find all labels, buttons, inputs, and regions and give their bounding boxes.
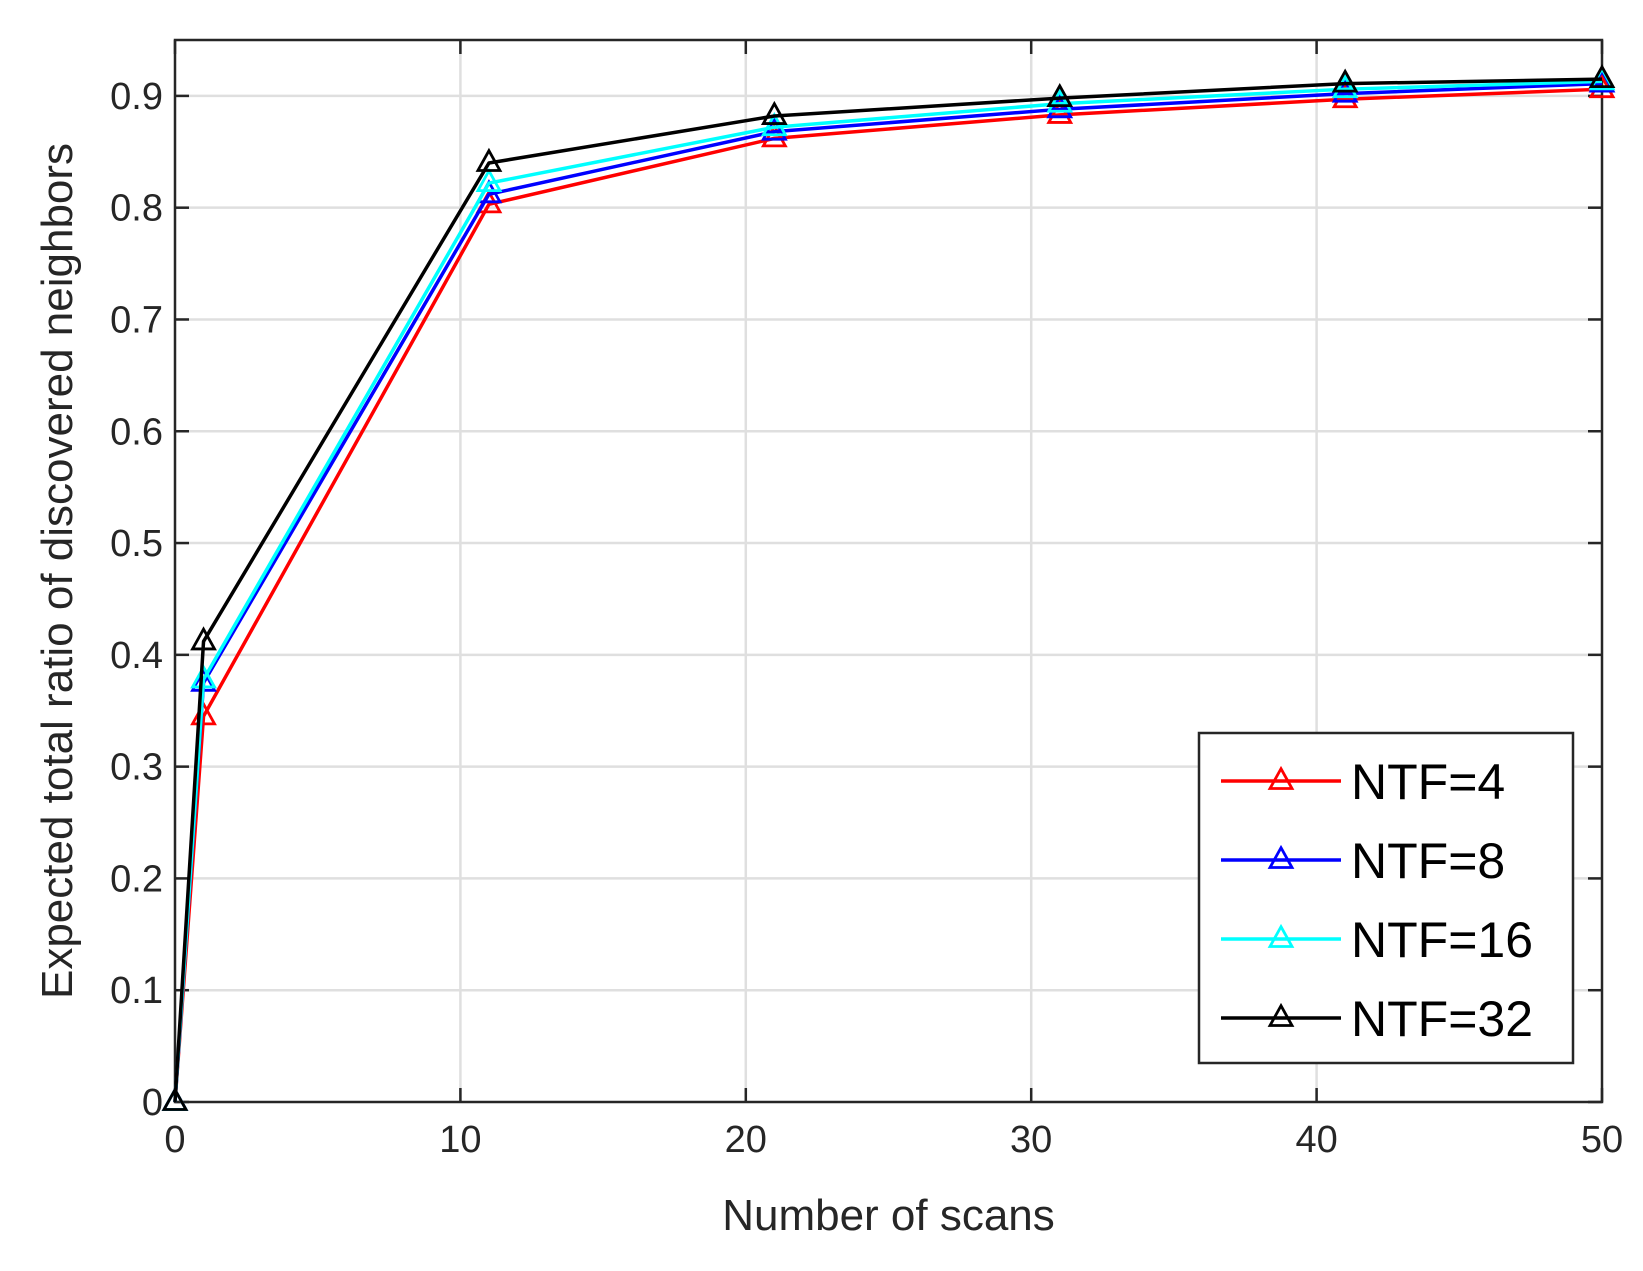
y-tick-label: 0.9 [110,76,163,118]
x-tick-label: 50 [1581,1119,1623,1161]
legend-entry: NTF=8 [1221,833,1505,889]
legend: NTF=4 NTF=8 NTF=16 NTF=32 [1197,731,1575,1065]
data-point-marker [475,167,503,193]
x-tick-label: 20 [725,1119,767,1161]
grid-lines [175,40,1602,1102]
x-tick-label: 40 [1295,1119,1337,1161]
x-tick-label: 0 [164,1119,185,1161]
x-axis-title: Number of scans [722,1191,1055,1240]
series-lines [161,63,1616,1111]
data-point-marker [1331,74,1359,99]
data-point-marker [161,1086,189,1111]
legend-box [1197,731,1575,1065]
y-tick-label: 0 [142,1082,163,1124]
legend-marker [1267,765,1295,790]
y-tick-label: 0.6 [110,411,163,453]
legend-marker [1267,844,1295,869]
x-tick-label: 10 [439,1119,481,1161]
legend-entry: NTF=16 [1221,912,1533,968]
y-tick-label: 0.4 [110,635,163,677]
data-point-marker [1588,63,1616,89]
data-point-marker [190,664,217,689]
y-axis-title: Expected total ratio of discovered neigh… [33,143,82,999]
y-tick-label: 0.1 [110,970,163,1012]
legend-marker [1267,923,1295,948]
plot-frame [173,38,1604,1104]
data-point-marker [1046,82,1074,108]
legend-entry: NTF=4 [1221,754,1505,810]
data-point-marker [190,626,217,651]
y-tick-label: 0.5 [110,523,163,565]
y-tick-label: 0.7 [110,299,163,341]
legend-label: NTF=32 [1351,991,1533,1047]
data-point-marker [475,147,503,172]
y-tick-label: 0.2 [110,858,163,900]
y-tick-label: 0.8 [110,188,163,230]
data-point-marker [1331,68,1359,93]
series-ntf-32 [161,63,1616,1111]
y-tick-label: 0.3 [110,747,163,789]
x-tick-label: 30 [1010,1119,1052,1161]
legend-marker [1267,1002,1295,1027]
legend-entry: NTF=32 [1221,991,1533,1047]
legend-label: NTF=4 [1351,754,1505,810]
data-point-marker [760,100,788,125]
data-point-marker [1046,88,1074,113]
series-line [173,77,1603,1103]
series-line [173,79,1603,1103]
legend-label: NTF=16 [1351,912,1533,968]
axes: 0 10 20 30 40 50 0 0.1 0.2 0.3 0.4 0.5 0.6 0.7 0.8 0.9 [110,38,1623,1161]
legend-label: NTF=8 [1351,833,1505,889]
